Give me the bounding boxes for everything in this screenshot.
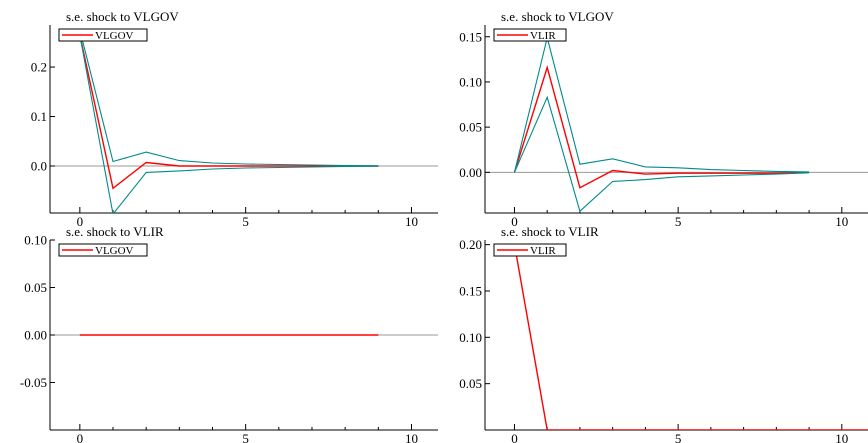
x-tick-label: 5 bbox=[242, 214, 249, 229]
y-tick-label: 0.15 bbox=[459, 29, 482, 44]
legend-label: VLGOV bbox=[95, 245, 134, 257]
legend-label: VLGOV bbox=[95, 30, 134, 42]
chart-panel-4: 0.05 0.10 0.15 0.20 0 5 10 s.e. shock to VLIR VL… bbox=[459, 224, 868, 443]
x-tick-label: 5 bbox=[675, 431, 682, 443]
x-tick-label: 5 bbox=[675, 214, 682, 229]
y-tick-label: 0.00 bbox=[24, 328, 47, 343]
legend-box bbox=[58, 243, 148, 257]
x-tick-label: 0 bbox=[77, 214, 84, 229]
legend-label: VLIR bbox=[530, 245, 556, 257]
upper-band-line bbox=[513, 37, 810, 173]
y-tick-label: 0.10 bbox=[459, 330, 482, 345]
y-tick-label: 0.05 bbox=[24, 280, 47, 295]
y-tick-label: 0.1 bbox=[31, 109, 47, 124]
lower-band-line bbox=[513, 95, 810, 213]
upper-band-line bbox=[79, 29, 379, 167]
x-tick-label: 5 bbox=[242, 431, 249, 443]
irf-line bbox=[79, 34, 379, 190]
y-tick-label: 0.10 bbox=[24, 233, 47, 248]
x-tick-label: 10 bbox=[835, 431, 848, 443]
chart-panel-3: -0.05 0.00 0.05 0.10 0 5 10 s.e. shock to VLIR V… bbox=[20, 224, 438, 443]
y-tick-label: 0.20 bbox=[459, 237, 482, 252]
x-tick-label: 0 bbox=[77, 431, 84, 443]
chart-title: s.e. shock to VLIR bbox=[66, 224, 164, 239]
y-tick-label: 0.2 bbox=[31, 60, 47, 75]
legend-label: VLIR bbox=[530, 30, 556, 42]
x-tick-label: 10 bbox=[835, 214, 848, 229]
irf-line bbox=[513, 244, 868, 430]
x-tick-label: 10 bbox=[405, 431, 418, 443]
y-tick-label: -0.05 bbox=[20, 375, 47, 390]
legend: VLGOV bbox=[58, 28, 148, 42]
y-tick-label: 0.05 bbox=[459, 376, 482, 391]
x-tick-label: 0 bbox=[511, 214, 518, 229]
irf-line bbox=[513, 65, 810, 189]
chart-title: s.e. shock to VLGOV bbox=[66, 9, 179, 24]
x-tick-label: 10 bbox=[405, 214, 418, 229]
y-tick-label: 0.15 bbox=[459, 283, 482, 298]
chart-title: s.e. shock to VLIR bbox=[501, 224, 599, 239]
y-tick-label: 0.05 bbox=[459, 120, 482, 135]
lower-band-line bbox=[79, 34, 379, 213]
legend-box bbox=[493, 243, 567, 257]
legend-box bbox=[58, 28, 148, 42]
y-tick-label: 0.00 bbox=[459, 165, 482, 180]
chart-title: s.e. shock to VLGOV bbox=[501, 9, 614, 24]
legend-box bbox=[493, 28, 567, 42]
legend: VLGOV bbox=[58, 243, 148, 257]
legend: VLIR bbox=[493, 243, 567, 257]
legend: VLIR bbox=[493, 28, 567, 42]
x-tick-label: 0 bbox=[511, 431, 518, 443]
y-tick-label: 0.0 bbox=[31, 159, 47, 174]
y-tick-label: 0.10 bbox=[459, 74, 482, 89]
chart-panel-1: 0.0 0.1 0.2 0 5 10 s.e. shock to VLGOV VLGOV bbox=[31, 9, 438, 229]
chart-panel-2: 0.00 0.05 0.10 0.15 0 5 10 s.e. shock to VLGOV V… bbox=[459, 9, 868, 229]
